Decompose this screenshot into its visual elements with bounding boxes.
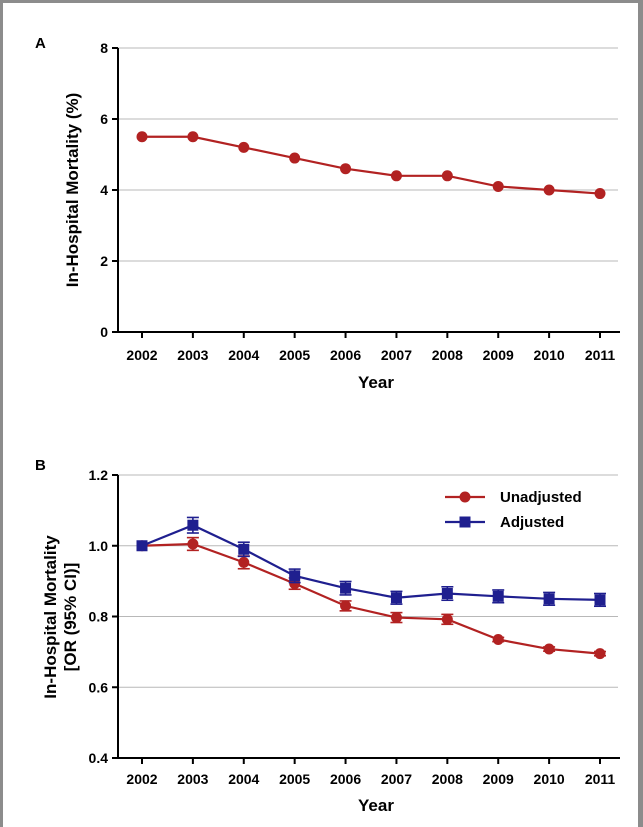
data-point — [238, 543, 250, 555]
x-tick-label: 2009 — [483, 347, 514, 363]
data-point — [492, 633, 504, 645]
x-tick-label: 2004 — [228, 771, 259, 787]
x-tick-label: 2004 — [228, 347, 259, 363]
data-point — [543, 593, 555, 605]
x-tick-label: 2005 — [279, 771, 310, 787]
panel-label: B — [35, 457, 46, 474]
data-point — [187, 131, 199, 143]
y-tick-label: 4 — [100, 182, 108, 198]
x-tick-label: 2006 — [330, 771, 361, 787]
x-tick-label: 2010 — [534, 771, 565, 787]
legend-label: Unadjusted — [500, 489, 582, 506]
data-point — [390, 612, 402, 624]
x-tick-label: 2002 — [126, 347, 157, 363]
data-point — [543, 643, 555, 655]
y-tick-label: 1.0 — [89, 538, 109, 554]
data-point — [340, 600, 352, 612]
legend-marker — [459, 516, 471, 528]
data-point — [390, 592, 402, 604]
y-tick-label: 0.8 — [89, 609, 109, 625]
series-line — [141, 542, 601, 655]
data-point — [187, 519, 199, 531]
data-point — [289, 152, 301, 164]
data-point — [340, 582, 352, 594]
data-point — [441, 613, 453, 625]
legend-marker — [459, 491, 471, 503]
series-line — [142, 135, 601, 195]
data-point — [289, 570, 301, 582]
x-tick-label: 2003 — [177, 771, 208, 787]
data-point — [492, 590, 504, 602]
y-tick-label: 8 — [100, 40, 108, 56]
legend-label: Adjusted — [500, 514, 564, 531]
x-tick-label: 2008 — [432, 347, 463, 363]
x-tick-label: 2002 — [126, 771, 157, 787]
y-tick-label: 0 — [100, 324, 108, 340]
x-tick-label: 2011 — [585, 771, 616, 787]
x-tick-label: 2011 — [585, 347, 616, 363]
data-point — [441, 588, 453, 600]
data-point — [492, 180, 504, 192]
data-point — [594, 188, 606, 200]
y-axis-label: In-Hospital Mortality (%) — [63, 93, 82, 288]
y-tick-label: 2 — [100, 253, 108, 269]
y-tick-label: 0.4 — [89, 750, 109, 766]
panel-a: A 0 2 4 6 8 2002 2003 2004 2005 2006 2007 2008 2009 20… — [35, 35, 620, 392]
x-tick-label: 2009 — [483, 771, 514, 787]
data-point — [390, 170, 402, 182]
data-point — [594, 648, 606, 660]
y-axis-label: [OR (95% CI)] — [61, 563, 80, 672]
x-tick-label: 2008 — [432, 771, 463, 787]
x-axis-label: Year — [358, 796, 394, 815]
x-tick-label: 2007 — [381, 771, 412, 787]
x-tick-label: 2003 — [177, 347, 208, 363]
x-tick-label: 2007 — [381, 347, 412, 363]
series-line — [141, 524, 601, 601]
data-point — [136, 540, 148, 552]
x-tick-label: 2005 — [279, 347, 310, 363]
data-point — [340, 163, 352, 175]
y-tick-label: 0.6 — [89, 679, 109, 695]
y-tick-label: 6 — [100, 111, 108, 127]
y-tick-label: 1.2 — [89, 467, 109, 483]
data-point — [238, 556, 250, 568]
data-point — [187, 538, 199, 550]
data-point — [136, 131, 148, 143]
data-point — [543, 184, 555, 196]
x-tick-label: 2006 — [330, 347, 361, 363]
panel-label: A — [35, 35, 46, 52]
y-axis-label: In-Hospital Mortality — [41, 535, 60, 699]
x-tick-label: 2010 — [534, 347, 565, 363]
data-point — [441, 170, 453, 182]
data-point — [594, 594, 606, 606]
x-axis-label: Year — [358, 373, 394, 392]
panel-b: B 0.4 0.6 0.8 1.0 1.2 2002 2003 2004 2005 2006 2007… — [35, 457, 620, 815]
data-point — [238, 141, 250, 153]
